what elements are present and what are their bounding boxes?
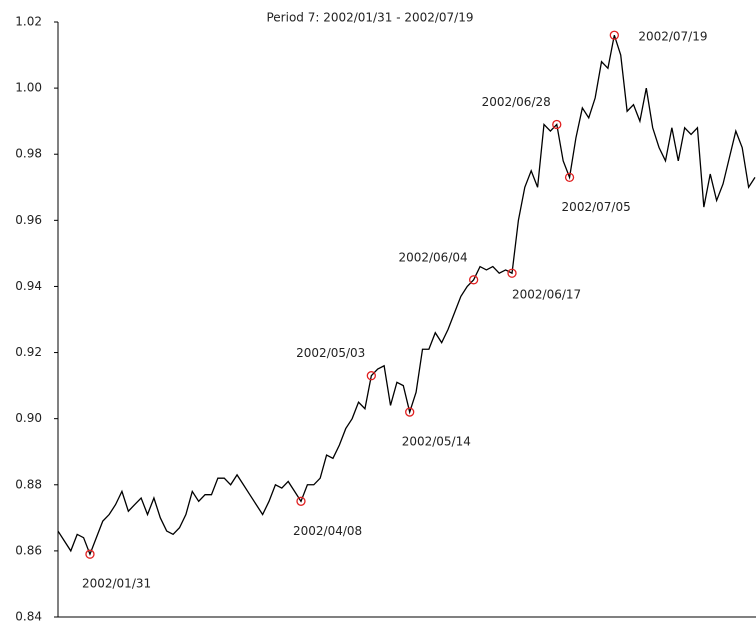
y-tick-label: 0.92 xyxy=(15,345,42,359)
annotation-label: 2002/05/14 xyxy=(402,435,471,449)
y-tick-label: 1.00 xyxy=(15,81,42,95)
annotation-marker xyxy=(564,172,575,183)
y-tick-label: 0.94 xyxy=(15,279,42,293)
annotation-label: 2002/07/05 xyxy=(562,200,631,214)
annotation-marker xyxy=(366,371,376,381)
annotation-marker xyxy=(296,496,306,506)
line xyxy=(57,35,756,556)
annotation-marker xyxy=(507,268,517,278)
annotation-label: 2002/06/17 xyxy=(512,288,581,302)
annotation-marker xyxy=(609,30,619,40)
y-tick-label: 0.96 xyxy=(15,213,42,227)
annotation-marker xyxy=(405,407,415,417)
y-tick-label: 0.86 xyxy=(15,543,42,557)
annotation-label: 2002/04/08 xyxy=(293,524,362,538)
y-tick-label: 0.88 xyxy=(15,477,42,491)
y-tick-label: 0.98 xyxy=(15,147,42,161)
annotation-label: 2002/05/03 xyxy=(296,346,365,360)
annotation-label: 2002/07/19 xyxy=(638,30,707,44)
y-tick-label: 1.02 xyxy=(15,15,42,29)
y-tick-label: 0.90 xyxy=(15,411,42,425)
annotation-marker xyxy=(468,275,479,285)
chart-title: Period 7: 2002/01/31 - 2002/07/19 xyxy=(266,11,473,25)
annotation-marker xyxy=(85,549,95,559)
annotation-label: 2002/06/28 xyxy=(482,95,551,109)
y-tick-label: 0.84 xyxy=(15,610,42,624)
annotation-marker xyxy=(552,119,562,130)
annotation-label: 2002/01/31 xyxy=(82,577,151,591)
annotation-label: 2002/06/04 xyxy=(398,250,467,264)
